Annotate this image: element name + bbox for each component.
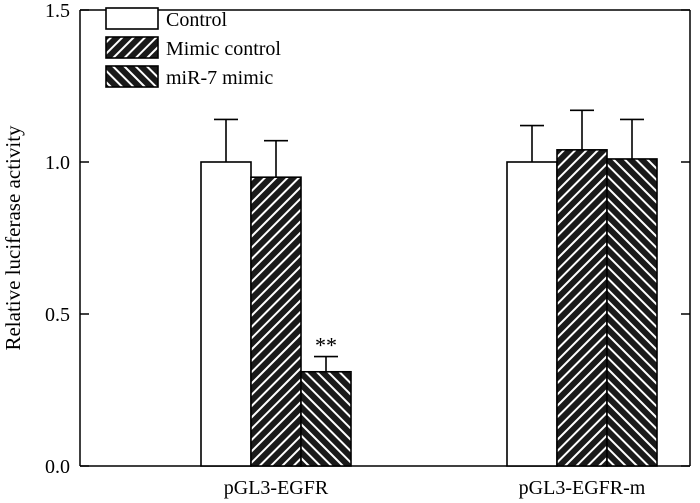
bars: [200, 109, 658, 467]
y-tick-label: 0.5: [45, 304, 70, 326]
bar-forward-hatch: [250, 176, 302, 467]
y-tick-label: 1.0: [45, 152, 70, 174]
x-tick-labels: pGL3-EGFR pGL3-EGFR-m: [224, 477, 646, 499]
legend-swatch-forward-hatch: [105, 36, 159, 59]
y-tick-label: 1.5: [45, 0, 70, 22]
bar-back-hatch: [300, 370, 352, 467]
y-tick-label: 0.0: [45, 456, 70, 478]
legend: Control Mimic control miR-7 mimic: [105, 7, 281, 89]
annotations: **: [315, 333, 337, 358]
bar-forward-hatch: [556, 149, 608, 467]
legend-swatch-back-hatch: [105, 65, 159, 88]
y-ticks: 0.0 0.5 1.0 1.5: [45, 0, 690, 478]
legend-swatch-open: [105, 7, 159, 30]
bar-open: [506, 161, 558, 467]
bar-open: [200, 161, 252, 467]
legend-label: miR-7 mimic: [166, 67, 273, 89]
bar-back-hatch: [606, 158, 658, 467]
x-tick-label: pGL3-EGFR-m: [519, 477, 646, 499]
significance-marker: **: [315, 333, 337, 358]
y-axis-label: Relative luciferase activity: [1, 125, 25, 351]
legend-label: Control: [166, 9, 228, 31]
legend-label: Mimic control: [166, 38, 281, 60]
x-tick-label: pGL3-EGFR: [224, 477, 329, 499]
